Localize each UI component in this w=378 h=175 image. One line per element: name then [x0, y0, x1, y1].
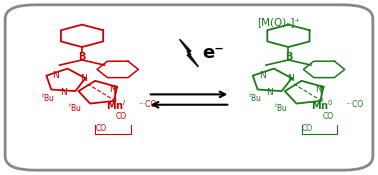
Text: N: N [266, 88, 273, 97]
Text: e⁻: e⁻ [202, 44, 224, 62]
Text: [M(Q)ₙ]⁺: [M(Q)ₙ]⁺ [257, 17, 301, 27]
Text: N: N [60, 88, 67, 97]
Text: N: N [109, 85, 115, 94]
Text: Mn$^{I}$: Mn$^{I}$ [105, 98, 126, 112]
Text: $^t$Bu: $^t$Bu [248, 92, 262, 104]
Text: B: B [285, 52, 292, 62]
Text: N: N [315, 85, 322, 94]
Text: $^t$Bu: $^t$Bu [68, 102, 81, 114]
Text: CO: CO [95, 124, 106, 133]
Text: N: N [53, 71, 59, 80]
Text: N: N [259, 71, 265, 80]
Text: N: N [287, 74, 294, 83]
Text: CO: CO [302, 124, 313, 133]
Text: CO: CO [116, 112, 127, 121]
Text: N: N [81, 74, 87, 83]
Text: $^t$Bu: $^t$Bu [274, 102, 288, 114]
Text: ···CO: ···CO [138, 100, 156, 109]
Text: ···CO: ···CO [345, 100, 363, 109]
Text: B: B [78, 52, 86, 62]
FancyBboxPatch shape [5, 5, 373, 170]
Text: CO: CO [322, 112, 333, 121]
Text: $^t$Bu: $^t$Bu [42, 92, 55, 104]
Polygon shape [180, 39, 198, 67]
Text: Mn$^{0}$: Mn$^{0}$ [311, 98, 333, 112]
